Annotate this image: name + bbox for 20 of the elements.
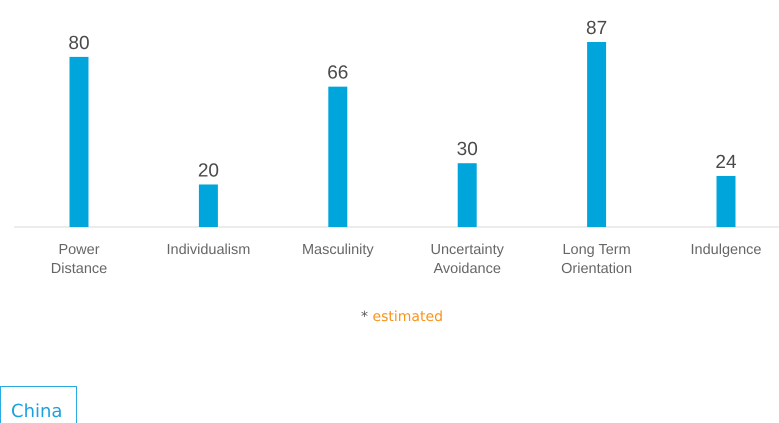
text: * estimated: [361, 309, 443, 325]
data-label: 24: [715, 152, 737, 173]
x-tick-label: Indulgence: [690, 242, 762, 258]
x-tick-label: Individualism: [166, 242, 250, 258]
data-label: 30: [456, 139, 478, 160]
data-label: 87: [586, 18, 608, 39]
x-tick-label: Uncertainty Avoidance: [430, 242, 505, 277]
bar: [458, 163, 477, 227]
x-tick-label: Long Term Orientation: [561, 242, 632, 277]
x-tick-label: Masculinity: [302, 242, 374, 258]
bar: [587, 42, 606, 227]
data-label: 66: [327, 62, 348, 84]
x-tick-label: Power Distance: [50, 242, 108, 277]
data-label: 20: [198, 160, 219, 182]
bar: [70, 56, 88, 227]
text: China: [11, 401, 62, 422]
data-label: 80: [68, 32, 90, 54]
bar: [328, 86, 348, 227]
bar: [716, 176, 736, 227]
bar: [198, 184, 218, 227]
